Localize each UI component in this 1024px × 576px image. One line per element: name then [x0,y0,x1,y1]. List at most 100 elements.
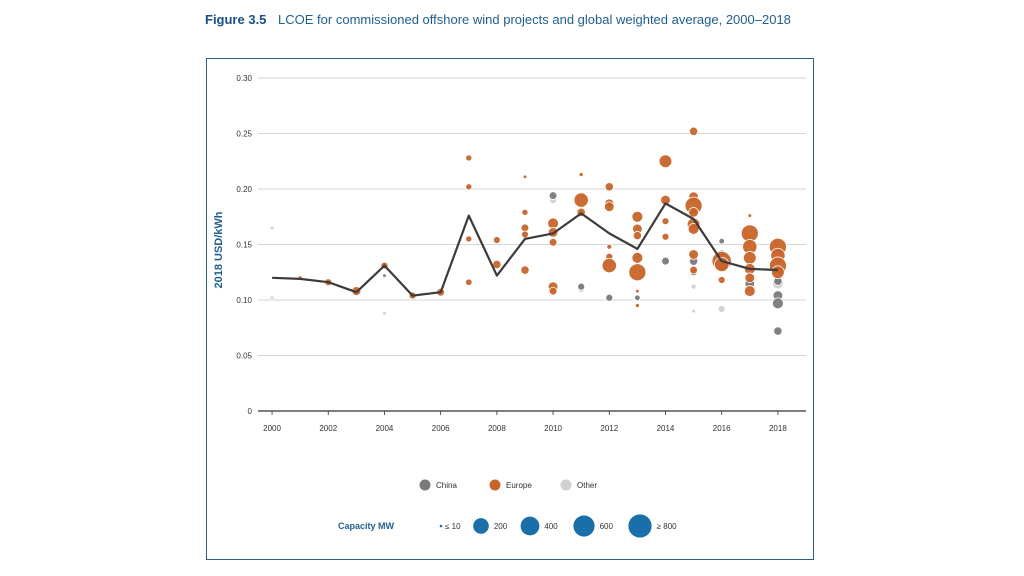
data-point-europe [742,251,757,265]
data-point-other [382,311,387,316]
data-point-europe [520,265,530,275]
data-point-china [577,282,586,291]
x-tick-label: 2014 [657,424,675,433]
capacity-legend-label: ≤ 10 [445,522,461,531]
y-tick-label: 0 [248,407,253,416]
data-point-china [718,237,725,245]
data-point-europe [714,256,730,273]
data-point-other [690,283,697,290]
data-point-china [382,273,387,278]
capacity-legend-label: ≥ 800 [657,522,678,531]
data-point-europe [548,286,558,296]
x-tick-label: 2008 [488,424,506,433]
capacity-legend-bubble [520,516,540,536]
data-point-europe [689,265,698,275]
data-point-europe [521,208,529,216]
data-point-europe [661,217,670,226]
data-point-europe [573,192,589,208]
data-point-europe [634,303,640,308]
data-point-china [773,326,783,336]
data-point-china [661,256,670,266]
capacity-legend-label: 400 [544,522,558,531]
chart-frame [206,58,814,560]
capacity-legend: Capacity MW ≤ 10 200 400 600 ≥ 800 [338,514,678,538]
y-tick-label: 0.15 [236,241,252,250]
series-legend: China Europe Other [419,479,597,491]
data-point-europe [717,276,726,284]
y-tick-label: 0.30 [236,74,252,83]
data-point-europe [632,231,642,241]
data-point-europe [604,201,615,213]
data-point-china [772,297,784,310]
data-point-europe [743,285,756,297]
data-point-europe [771,265,785,280]
capacity-legend-bubble [439,524,443,528]
data-point-europe [628,263,647,282]
data-point-other [691,308,696,314]
data-point-europe [658,154,673,169]
weighted-average-line [272,202,778,297]
y-tick-label: 0.20 [236,185,252,194]
data-point-china [605,293,614,302]
data-point-europe [747,213,753,218]
x-tick-label: 2004 [376,424,394,433]
data-point-china [634,294,641,302]
capacity-legend-title: Capacity MW [338,521,395,531]
grid-lines [258,77,806,412]
data-point-europe [606,243,613,250]
y-tick-label: 0.25 [236,130,252,139]
data-point-europe [661,232,670,241]
data-point-europe [548,237,558,247]
data-point-europe [688,249,699,260]
x-tick-label: 2010 [544,424,562,433]
legend-swatch-other [560,479,572,491]
data-point-europe [601,257,617,274]
capacity-legend-label: 200 [494,522,508,531]
legend-label-europe: Europe [506,481,532,490]
data-point-europe [520,223,530,233]
legend-swatch-europe [489,479,501,491]
data-point-china [548,191,558,200]
data-point-europe [465,154,473,162]
y-tick-label: 0.10 [236,296,252,305]
data-point-europe [465,183,473,191]
figure-title: LCOE for commissioned offshore wind proj… [278,12,791,27]
figure-caption: Figure 3.5 LCOE for commissioned offshor… [205,12,791,27]
x-tick-label: 2018 [769,424,787,433]
capacity-legend-label: 600 [600,522,614,531]
data-point-europe [688,126,699,136]
legend-label-other: Other [577,481,597,490]
data-point-europe [688,207,699,218]
data-point-other [717,304,726,313]
x-tick-label: 2002 [319,424,337,433]
data-point-europe [522,174,528,180]
data-point-europe [578,172,584,178]
scatter-points [269,126,787,336]
capacity-legend-bubble [628,514,652,538]
capacity-legend-bubble [573,515,595,537]
y-axis-ticks: 0 0.05 0.10 0.15 0.20 0.25 0.30 [236,74,252,416]
legend-label-china: China [436,481,457,490]
x-axis-ticks: 2000 2002 2004 2006 2008 2010 2012 2014 2016 2018 [263,411,787,433]
data-point-europe [521,230,529,239]
capacity-legend-bubble [473,518,489,534]
figure-number: Figure 3.5 [205,12,267,27]
data-point-europe [744,272,756,284]
data-point-europe [604,182,614,192]
x-tick-label: 2016 [713,424,731,433]
y-axis-label: 2018 USD/kWh [213,211,225,288]
x-tick-label: 2012 [600,424,618,433]
data-point-other [269,225,275,231]
y-tick-label: 0.05 [236,352,252,361]
data-point-europe [631,210,644,223]
data-point-europe [465,278,473,286]
x-tick-label: 2006 [432,424,450,433]
legend-swatch-china [419,479,431,491]
data-point-europe [631,251,644,264]
data-point-europe [492,236,501,244]
data-point-other [269,295,275,301]
data-point-europe [465,235,473,243]
weighted-average-series-line [272,202,778,297]
data-point-europe [635,288,640,294]
